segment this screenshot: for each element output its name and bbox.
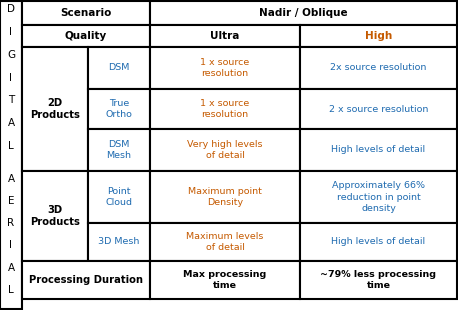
Bar bbox=[88, 171, 150, 223]
Text: E: E bbox=[8, 196, 14, 206]
Bar bbox=[88, 89, 150, 129]
Text: I: I bbox=[10, 27, 12, 37]
Text: True
Ortho: True Ortho bbox=[105, 99, 132, 119]
Text: I: I bbox=[10, 241, 12, 250]
Text: A: A bbox=[7, 118, 15, 128]
Text: ~79% less processing
time: ~79% less processing time bbox=[321, 270, 436, 290]
Text: High levels of detail: High levels of detail bbox=[332, 237, 425, 246]
Text: Very high levels
of detail: Very high levels of detail bbox=[187, 140, 263, 160]
Bar bbox=[88, 47, 150, 89]
Bar bbox=[150, 25, 300, 47]
Bar bbox=[22, 261, 150, 299]
Text: Point
Cloud: Point Cloud bbox=[105, 187, 132, 207]
Bar bbox=[22, 47, 88, 171]
Text: Nadir / Oblique: Nadir / Oblique bbox=[259, 8, 348, 18]
Text: Maximum point
Density: Maximum point Density bbox=[188, 187, 262, 207]
Text: Approximately 66%
reduction in point
density: Approximately 66% reduction in point den… bbox=[332, 181, 425, 213]
Bar bbox=[300, 25, 457, 47]
Bar bbox=[300, 223, 457, 261]
Text: 1 x source
resolution: 1 x source resolution bbox=[201, 99, 250, 119]
Text: A: A bbox=[7, 174, 15, 184]
Bar bbox=[88, 129, 150, 171]
Bar bbox=[150, 89, 300, 129]
Text: 2x source resolution: 2x source resolution bbox=[330, 64, 427, 73]
Text: A: A bbox=[7, 263, 15, 273]
Bar bbox=[22, 171, 88, 261]
Text: High: High bbox=[365, 31, 392, 41]
Bar bbox=[150, 1, 457, 25]
Text: 3D
Products: 3D Products bbox=[30, 205, 80, 227]
Text: DSM: DSM bbox=[108, 64, 130, 73]
Text: Ultra: Ultra bbox=[210, 31, 240, 41]
Text: I: I bbox=[10, 73, 12, 82]
Text: Max processing
time: Max processing time bbox=[183, 270, 267, 290]
Text: DSM
Mesh: DSM Mesh bbox=[107, 140, 131, 160]
Bar bbox=[150, 129, 300, 171]
Text: 2D
Products: 2D Products bbox=[30, 98, 80, 120]
Text: L: L bbox=[8, 285, 14, 295]
Text: Processing Duration: Processing Duration bbox=[29, 275, 143, 285]
Text: 2 x source resolution: 2 x source resolution bbox=[329, 104, 428, 113]
Bar bbox=[300, 89, 457, 129]
Text: R: R bbox=[7, 218, 15, 228]
Bar bbox=[0, 1, 22, 309]
Text: L: L bbox=[8, 141, 14, 151]
Bar bbox=[300, 47, 457, 89]
Bar bbox=[150, 47, 300, 89]
Text: T: T bbox=[8, 95, 14, 105]
Bar bbox=[300, 129, 457, 171]
Bar bbox=[22, 1, 150, 25]
Bar bbox=[150, 223, 300, 261]
Text: 3D Mesh: 3D Mesh bbox=[98, 237, 140, 246]
Bar bbox=[300, 171, 457, 223]
Text: G: G bbox=[7, 50, 15, 60]
Text: D: D bbox=[7, 4, 15, 14]
Text: Scenario: Scenario bbox=[60, 8, 112, 18]
Text: 1 x source
resolution: 1 x source resolution bbox=[201, 58, 250, 78]
Bar bbox=[22, 25, 150, 47]
Bar bbox=[300, 261, 457, 299]
Bar bbox=[88, 223, 150, 261]
Bar bbox=[150, 171, 300, 223]
Text: High levels of detail: High levels of detail bbox=[332, 145, 425, 154]
Text: Quality: Quality bbox=[65, 31, 107, 41]
Bar bbox=[150, 261, 300, 299]
Text: Maximum levels
of detail: Maximum levels of detail bbox=[186, 232, 264, 252]
